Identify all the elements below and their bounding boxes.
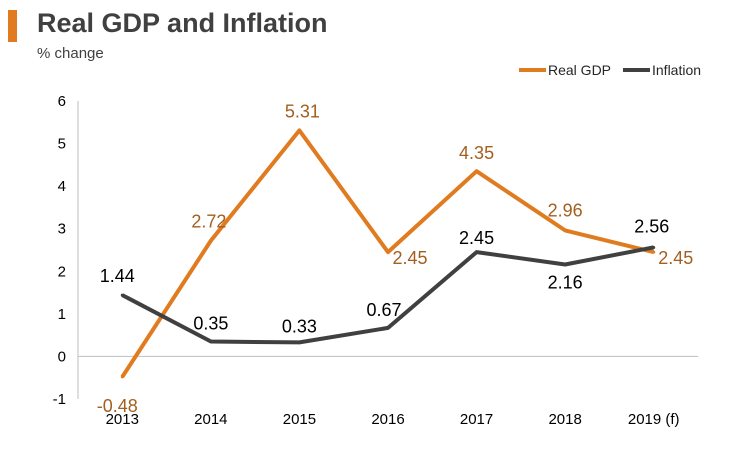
data-label: 1.44 xyxy=(100,266,135,286)
data-point xyxy=(563,262,567,266)
data-label: 2.16 xyxy=(548,272,583,292)
chart-subtitle: % change xyxy=(37,45,104,62)
data-label: 0.33 xyxy=(282,316,317,336)
data-point xyxy=(209,340,213,344)
data-point xyxy=(475,169,479,173)
y-tick-label: 1 xyxy=(58,306,66,323)
x-tick-label: 2016 xyxy=(371,411,404,428)
title-accent-bar xyxy=(8,10,17,42)
y-tick-label: 3 xyxy=(58,221,66,238)
data-point xyxy=(475,250,479,254)
data-label: 5.31 xyxy=(285,101,320,121)
chart-title: Real GDP and Inflation xyxy=(37,8,328,38)
data-point xyxy=(652,245,656,249)
data-point xyxy=(386,250,390,254)
legend-label: Real GDP xyxy=(548,62,611,78)
data-label: 2.45 xyxy=(658,248,693,268)
data-point xyxy=(652,250,656,254)
x-tick-label: 2015 xyxy=(283,411,316,428)
y-tick-label: -1 xyxy=(53,391,66,408)
data-point xyxy=(209,239,213,243)
y-tick-label: 5 xyxy=(58,136,66,153)
data-label: 0.67 xyxy=(366,300,401,320)
y-tick-label: 4 xyxy=(58,178,66,195)
data-point xyxy=(297,128,301,132)
data-point xyxy=(120,293,124,297)
data-point xyxy=(120,375,124,379)
data-label: 2.45 xyxy=(392,248,427,268)
y-tick-label: 6 xyxy=(58,93,66,110)
y-tick-label: 2 xyxy=(58,263,66,280)
x-tick-label: 2019 (f) xyxy=(628,411,680,428)
data-label: -0.48 xyxy=(97,396,138,416)
series-line-real-gdp xyxy=(120,128,655,378)
data-label: 2.72 xyxy=(191,212,226,232)
x-tick-label: 2014 xyxy=(194,411,227,428)
data-label: 2.45 xyxy=(459,228,494,248)
data-label: 0.35 xyxy=(193,314,228,334)
y-tick-label: 0 xyxy=(58,348,66,365)
data-point xyxy=(563,228,567,232)
x-tick-label: 2017 xyxy=(460,411,493,428)
data-label: 2.96 xyxy=(548,200,583,220)
data-point xyxy=(297,340,301,344)
data-label: 2.56 xyxy=(634,216,669,236)
data-point xyxy=(386,326,390,330)
data-label: 4.35 xyxy=(459,143,494,163)
x-tick-label: 2018 xyxy=(548,411,581,428)
x-tick-label: 2013 xyxy=(106,411,139,428)
legend-label: Inflation xyxy=(652,62,701,78)
